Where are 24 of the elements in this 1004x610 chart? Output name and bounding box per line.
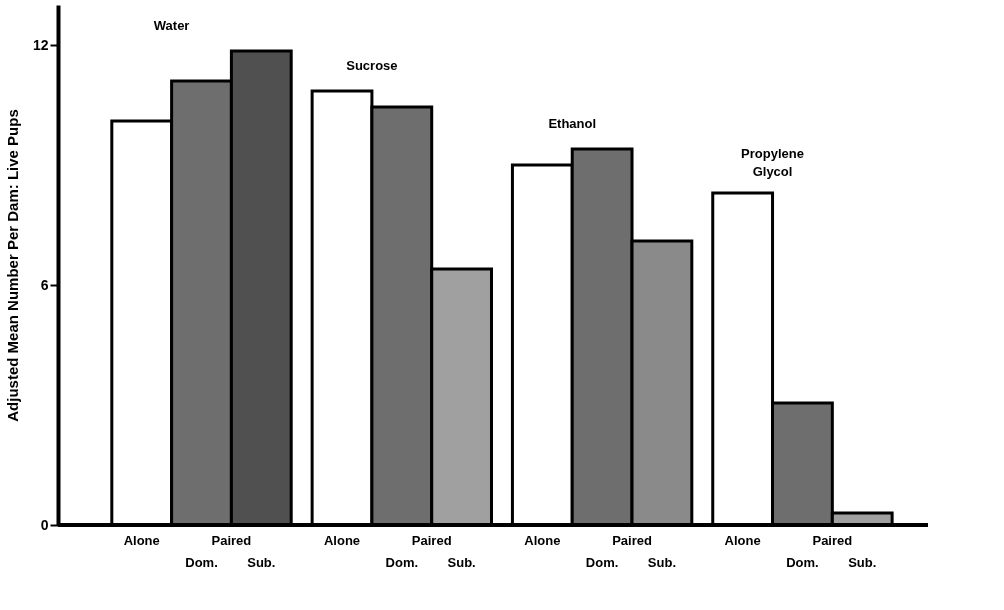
text: Paired: [411, 533, 452, 548]
text: Paired: [211, 533, 252, 548]
text: Paired: [612, 533, 652, 548]
y-tick-label: 6: [40, 276, 49, 293]
annotation: Propylene Glycol: [741, 146, 804, 179]
x-tick-label: Dom.: [185, 555, 218, 570]
annotation: Water: [153, 18, 190, 33]
x-tick-label: Sub.: [247, 555, 276, 570]
x-tick-label: Dom.: [385, 555, 419, 570]
y-tick-label: 0: [40, 516, 49, 533]
y-axis-title: Adjusted Mean Number Per Dam: Live Pups: [3, 109, 21, 422]
annotation: Sucrose: [346, 58, 398, 73]
x-tick-label: Dom.: [786, 555, 819, 570]
text: Paired: [812, 533, 853, 548]
x-tick-label: Sub.: [848, 555, 877, 570]
x-tick-label: Alone: [524, 533, 561, 548]
x-tick-label: Alone: [123, 533, 160, 548]
x-tick-label: Sub.: [447, 555, 476, 570]
x-tick-label: Sub.: [647, 555, 676, 570]
annotation: Ethanol: [548, 116, 597, 131]
x-tick-label: Alone: [724, 533, 761, 548]
x-tick-label: Alone: [323, 533, 361, 548]
x-tick-label: Dom.: [585, 555, 619, 570]
y-tick-label: 12: [32, 36, 49, 53]
